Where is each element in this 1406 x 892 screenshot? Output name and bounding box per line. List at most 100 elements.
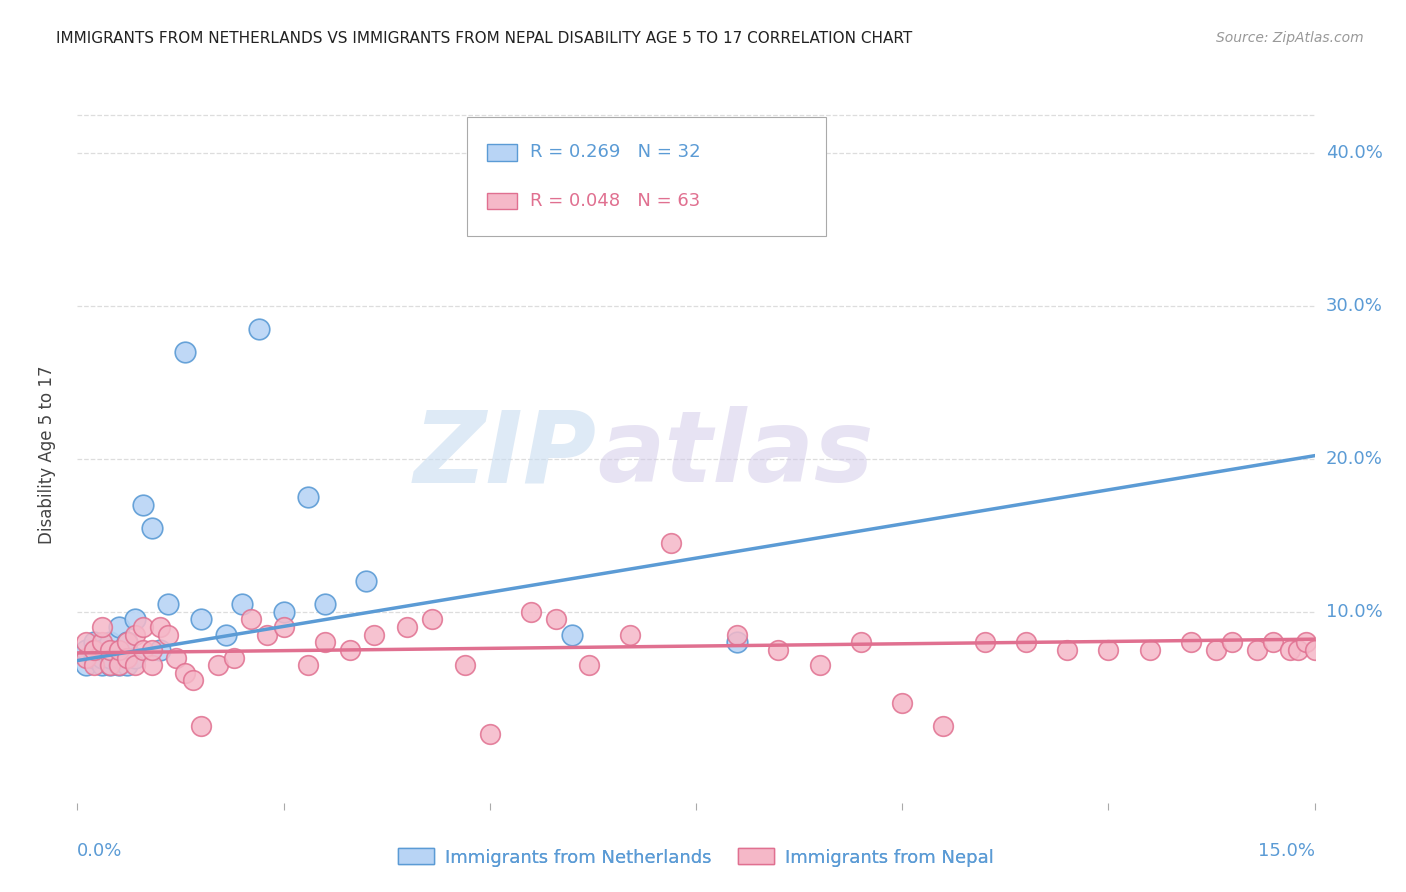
Point xyxy=(544,612,567,626)
Text: atlas: atlas xyxy=(598,407,873,503)
Point xyxy=(157,597,180,611)
Point xyxy=(107,658,129,673)
Point xyxy=(314,597,336,611)
Point xyxy=(75,650,97,665)
Point xyxy=(725,627,748,641)
Point xyxy=(478,727,501,741)
Point xyxy=(520,605,543,619)
Point xyxy=(190,612,212,626)
Point xyxy=(91,635,114,649)
Point xyxy=(891,697,914,711)
Text: 0.0%: 0.0% xyxy=(77,842,122,860)
Point xyxy=(297,658,319,673)
Point xyxy=(1286,643,1309,657)
Point xyxy=(173,665,195,680)
Point xyxy=(91,643,114,657)
Point xyxy=(181,673,204,688)
Point xyxy=(273,620,295,634)
FancyBboxPatch shape xyxy=(486,193,516,210)
FancyBboxPatch shape xyxy=(486,144,516,161)
Point xyxy=(215,627,238,641)
Point xyxy=(75,643,97,657)
Point xyxy=(190,719,212,733)
Point xyxy=(149,620,172,634)
Point xyxy=(91,658,114,673)
Point xyxy=(1303,643,1326,657)
Point xyxy=(98,650,121,665)
Point xyxy=(222,650,245,665)
Point xyxy=(207,658,229,673)
Point xyxy=(91,620,114,634)
Point xyxy=(124,612,146,626)
Point xyxy=(619,627,641,641)
Point xyxy=(107,620,129,634)
Point xyxy=(1320,635,1343,649)
Point xyxy=(115,650,138,665)
Point xyxy=(578,658,600,673)
Point xyxy=(98,658,121,673)
Point xyxy=(247,322,270,336)
Point xyxy=(132,620,155,634)
Point xyxy=(339,643,361,657)
Text: R = 0.269   N = 32: R = 0.269 N = 32 xyxy=(530,144,700,161)
Point xyxy=(256,627,278,641)
Text: R = 0.048   N = 63: R = 0.048 N = 63 xyxy=(530,192,700,210)
Point xyxy=(239,612,262,626)
Point xyxy=(115,635,138,649)
Point xyxy=(420,612,443,626)
Point xyxy=(124,658,146,673)
Point xyxy=(1139,643,1161,657)
Point xyxy=(1220,635,1243,649)
Point xyxy=(659,536,682,550)
Point xyxy=(725,635,748,649)
Text: Source: ZipAtlas.com: Source: ZipAtlas.com xyxy=(1216,31,1364,45)
Point xyxy=(141,658,163,673)
Point xyxy=(354,574,377,588)
Point xyxy=(141,643,163,657)
Point xyxy=(98,635,121,649)
Point xyxy=(132,643,155,657)
Point xyxy=(297,490,319,504)
Point xyxy=(1205,643,1227,657)
Point xyxy=(107,650,129,665)
Point xyxy=(768,643,790,657)
Y-axis label: Disability Age 5 to 17: Disability Age 5 to 17 xyxy=(38,366,56,544)
Point xyxy=(124,650,146,665)
Point xyxy=(83,635,105,649)
Point xyxy=(1295,635,1317,649)
Text: 20.0%: 20.0% xyxy=(1326,450,1382,467)
Point xyxy=(83,643,105,657)
Point xyxy=(454,658,477,673)
Point xyxy=(849,635,872,649)
Point xyxy=(149,643,172,657)
Point xyxy=(75,635,97,649)
Point xyxy=(1246,643,1268,657)
Point xyxy=(157,627,180,641)
Point xyxy=(107,658,129,673)
Text: 40.0%: 40.0% xyxy=(1326,144,1382,162)
Point xyxy=(141,520,163,534)
Text: IMMIGRANTS FROM NETHERLANDS VS IMMIGRANTS FROM NEPAL DISABILITY AGE 5 TO 17 CORR: IMMIGRANTS FROM NETHERLANDS VS IMMIGRANT… xyxy=(56,31,912,46)
Point xyxy=(115,635,138,649)
Point xyxy=(1015,635,1038,649)
Text: 10.0%: 10.0% xyxy=(1326,603,1382,621)
Point xyxy=(314,635,336,649)
Point xyxy=(83,650,105,665)
Point xyxy=(1278,643,1301,657)
Point xyxy=(363,627,385,641)
Point xyxy=(273,605,295,619)
Point xyxy=(132,498,155,512)
Legend: Immigrants from Netherlands, Immigrants from Nepal: Immigrants from Netherlands, Immigrants … xyxy=(391,841,1001,874)
Point xyxy=(1097,643,1119,657)
Point xyxy=(808,658,831,673)
Point xyxy=(231,597,253,611)
Point xyxy=(124,627,146,641)
Point xyxy=(932,719,955,733)
Point xyxy=(83,658,105,673)
Point xyxy=(561,627,583,641)
Point xyxy=(1180,635,1202,649)
Point xyxy=(165,650,187,665)
Text: 30.0%: 30.0% xyxy=(1326,297,1382,315)
Point xyxy=(91,650,114,665)
Text: ZIP: ZIP xyxy=(413,407,598,503)
